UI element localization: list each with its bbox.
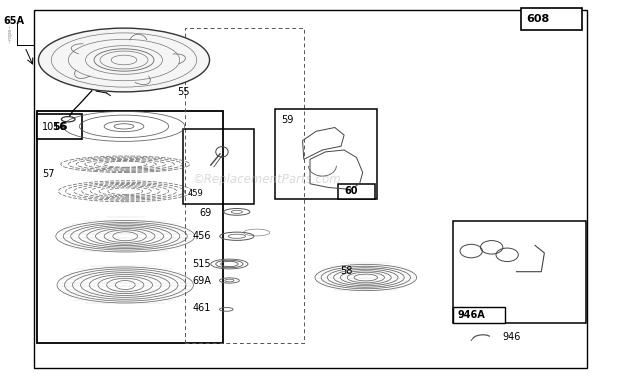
Ellipse shape <box>38 28 210 92</box>
Text: 1016: 1016 <box>42 123 67 132</box>
Text: 461: 461 <box>192 303 211 313</box>
Text: ~rope~: ~rope~ <box>7 24 12 44</box>
Bar <box>185 28 304 343</box>
Text: 456: 456 <box>192 231 211 241</box>
Bar <box>338 184 375 199</box>
Bar <box>521 8 582 30</box>
Bar <box>34 10 587 368</box>
Text: 515: 515 <box>192 259 211 269</box>
Text: ©ReplacementParts.com: ©ReplacementParts.com <box>192 174 341 186</box>
Text: 57: 57 <box>42 170 55 179</box>
Text: 459: 459 <box>188 189 203 198</box>
Text: 946A: 946A <box>458 310 485 320</box>
Text: 59: 59 <box>281 115 293 125</box>
Text: 60: 60 <box>345 186 358 196</box>
Text: 69: 69 <box>200 208 212 218</box>
Text: 608: 608 <box>526 14 549 24</box>
Bar <box>37 111 223 343</box>
Bar <box>183 129 254 204</box>
Text: 69A: 69A <box>192 276 211 285</box>
Bar <box>453 307 505 322</box>
Text: 946: 946 <box>502 333 521 342</box>
Bar <box>37 114 82 139</box>
Bar <box>275 109 377 199</box>
Text: 55: 55 <box>177 87 189 97</box>
Text: 56: 56 <box>52 122 68 132</box>
Bar <box>453 221 586 322</box>
Text: 65A: 65A <box>3 16 24 26</box>
Text: 58: 58 <box>340 266 352 276</box>
